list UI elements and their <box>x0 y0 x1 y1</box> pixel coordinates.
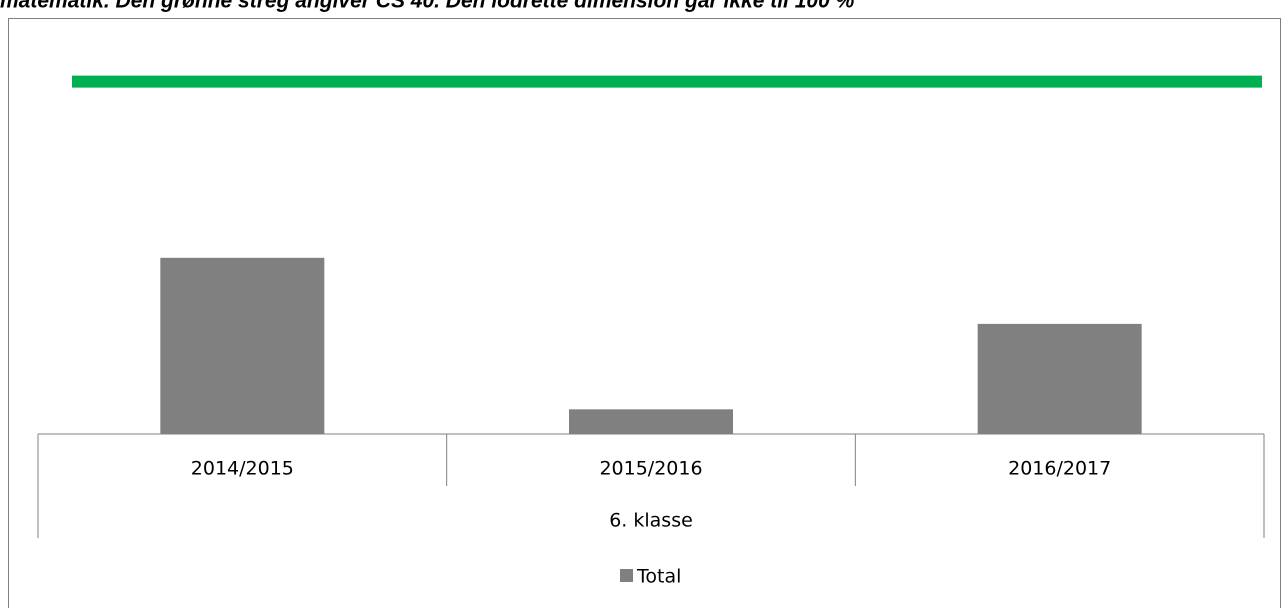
legend-swatch <box>620 569 633 582</box>
bar <box>977 323 1142 434</box>
chart-frame <box>8 18 1281 608</box>
x-tick-label: 2016/2017 <box>1008 458 1111 480</box>
legend-label: Total <box>636 566 681 588</box>
bar <box>160 257 325 434</box>
bar <box>569 409 733 434</box>
group-label: 6. klasse <box>609 510 693 532</box>
x-tick-label: 2014/2015 <box>191 458 294 480</box>
x-tick-label: 2015/2016 <box>599 458 702 480</box>
chart-title: matematik. Den grønne streg angiver CS 4… <box>0 0 855 13</box>
